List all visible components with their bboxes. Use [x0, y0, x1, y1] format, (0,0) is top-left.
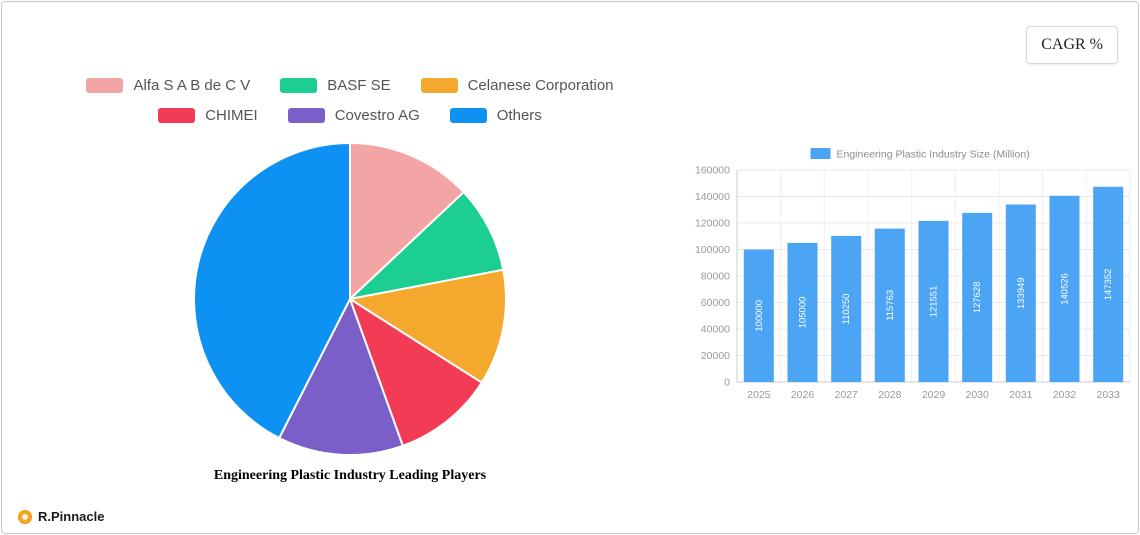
bar-value-label: 105000: [798, 297, 809, 329]
brand-logo: R.Pinnacle: [18, 509, 104, 524]
legend-item-basf-se[interactable]: BASF SE: [280, 77, 391, 94]
bar-value-label: 133949: [1016, 277, 1027, 309]
y-axis-label: 60000: [701, 297, 730, 309]
y-axis-label: 20000: [701, 350, 730, 362]
pie-chart: [193, 142, 507, 456]
y-axis-label: 80000: [701, 271, 730, 283]
x-axis-label: 2030: [965, 389, 989, 401]
pie-slice-covestro-ag[interactable]: [278, 298, 404, 456]
legend-item-covestro-ag[interactable]: Covestro AG: [287, 107, 420, 124]
brand-icon: [18, 509, 32, 524]
x-axis-label: 2025: [747, 389, 771, 401]
y-axis-label: 0: [724, 377, 730, 389]
bar-2031[interactable]: [1005, 204, 1036, 383]
bar-2026[interactable]: [787, 242, 818, 382]
bar-value-label: 127628: [972, 282, 983, 314]
y-axis-label: 40000: [701, 324, 730, 336]
x-axis-label: 2027: [834, 389, 858, 401]
legend-label: Covestro AG: [334, 107, 420, 124]
cagr-button[interactable]: CAGR %: [1026, 26, 1118, 64]
brand-name: R.Pinnacle: [38, 509, 105, 524]
legend-item-alfa-s-a-b-de-c-v[interactable]: Alfa S A B de C V: [86, 77, 250, 94]
bar-value-label: 110250: [841, 293, 852, 324]
bar-2029[interactable]: [918, 220, 949, 382]
y-axis-label: 160000: [695, 165, 730, 177]
x-axis-label: 2028: [878, 389, 902, 401]
legend-item-chimei[interactable]: CHIMEI: [158, 107, 258, 124]
y-axis-label: 100000: [695, 244, 730, 256]
legend-swatch: [287, 108, 325, 123]
pie-slice-celanese-corporation[interactable]: [349, 268, 507, 384]
legend-label: BASF SE: [327, 77, 391, 94]
legend-swatch: [420, 78, 458, 93]
pie-chart-title: Engineering Plastic Industry Leading Pla…: [213, 468, 487, 483]
bar-2025[interactable]: [743, 249, 774, 383]
legend-label: Alfa S A B de C V: [133, 77, 251, 94]
legend-label: Others: [496, 107, 542, 124]
pie-slice-basf-se[interactable]: [349, 191, 505, 300]
legend-swatch: [449, 108, 487, 123]
legend-item-others[interactable]: Others: [449, 107, 542, 124]
legend-swatch: [280, 78, 318, 93]
bar-value-label: 115763: [885, 290, 896, 321]
x-axis-label: 2026: [791, 389, 815, 401]
bar-value-label: 140526: [1060, 273, 1071, 305]
legend-swatch: [158, 108, 196, 123]
x-axis-label: 2033: [1096, 389, 1120, 401]
bar-2027[interactable]: [831, 235, 862, 382]
bar-legend-label: Engineering Plastic Industry Size (Milli…: [837, 149, 1030, 161]
legend-label: CHIMEI: [205, 107, 258, 124]
bar-legend-swatch[interactable]: [810, 148, 831, 159]
bar-2033[interactable]: [1093, 186, 1124, 382]
legend-swatch: [86, 78, 124, 93]
bar-chart: 0 20000 40000 60000 80000 100000 120000 140000 1…: [695, 148, 1131, 401]
legend-label: Celanese Corporation: [467, 77, 614, 94]
bar-value-label: 100000: [754, 300, 765, 332]
bar-2032[interactable]: [1049, 195, 1080, 382]
x-axis-label: 2031: [1009, 389, 1033, 401]
legend-item-celanese-corporation[interactable]: Celanese Corporation: [420, 77, 614, 94]
pie-legend: Alfa S A B de C V BASF SE Celanese Corpora…: [62, 77, 638, 124]
y-axis-label: 140000: [695, 191, 730, 203]
bar-2028[interactable]: [874, 228, 905, 382]
bar-value-label: 147352: [1103, 269, 1114, 301]
y-axis-label: 120000: [695, 218, 730, 230]
x-axis-label: 2029: [922, 389, 946, 401]
x-axis-label: 2032: [1053, 389, 1077, 401]
bar-value-label: 121551: [929, 286, 940, 318]
pie-slice-others[interactable]: [193, 142, 351, 439]
bar-2030[interactable]: [962, 212, 993, 382]
pie-legend-row-1: Alfa S A B de C V BASF SE Celanese Corpora…: [86, 77, 614, 94]
pie-slice-alfa-s-a-b-de-c-v[interactable]: [349, 142, 465, 300]
pie-slice-chimei[interactable]: [349, 298, 483, 447]
pie-legend-row-2: CHIMEI Covestro AG Others: [158, 107, 542, 124]
